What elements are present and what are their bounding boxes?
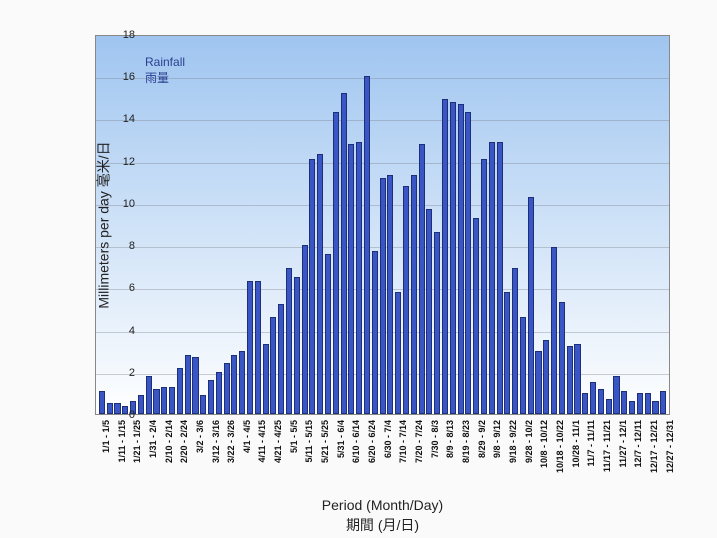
bar (450, 102, 456, 414)
bar (403, 186, 409, 414)
bar (153, 389, 159, 414)
bar (348, 144, 354, 414)
bar (309, 159, 315, 414)
bar (317, 154, 323, 414)
bar (528, 197, 534, 414)
bar (263, 344, 269, 414)
bar (434, 232, 440, 414)
bar (255, 281, 261, 414)
y-axis-title: Millimeters per day 毫米/日 (94, 141, 114, 308)
legend-label-zh: 雨量 (145, 71, 185, 87)
bar (411, 175, 417, 414)
legend-label-en: Rainfall (145, 55, 185, 71)
y-tick-label: 4 (105, 325, 135, 337)
bar (590, 382, 596, 414)
bar (520, 317, 526, 414)
y-tick-label: 16 (105, 71, 135, 83)
bar (543, 340, 549, 414)
bar (629, 401, 635, 414)
x-tick-labels: 1/1 - 1/51/11 - 1/151/21 - 1/251/31 - 2/… (95, 418, 670, 508)
bar (621, 391, 627, 414)
bar (465, 112, 471, 414)
bar (442, 99, 448, 414)
bar (574, 344, 580, 414)
bar (582, 393, 588, 414)
bar (239, 351, 245, 414)
bar (325, 254, 331, 414)
y-tick-label: 2 (105, 367, 135, 379)
bar (481, 159, 487, 414)
bar (606, 399, 612, 414)
y-tick-label: 14 (105, 113, 135, 125)
bar (645, 393, 651, 414)
bar (458, 104, 464, 414)
bar (489, 142, 495, 414)
bar (341, 93, 347, 414)
bar (161, 387, 167, 414)
bars-group (96, 36, 669, 414)
bar (504, 292, 510, 414)
bar (286, 268, 292, 414)
bar (380, 178, 386, 414)
bar (270, 317, 276, 414)
bar (660, 391, 666, 414)
bar (426, 209, 432, 414)
bar (395, 292, 401, 414)
bar (302, 245, 308, 414)
bar (372, 251, 378, 414)
bar (208, 380, 214, 414)
plot-area (95, 35, 670, 415)
bar (473, 218, 479, 414)
bar (559, 302, 565, 414)
bar (387, 175, 393, 414)
bar (231, 355, 237, 414)
bar (551, 247, 557, 414)
bar (497, 142, 503, 414)
legend: Rainfall 雨量 (145, 55, 185, 86)
bar (224, 363, 230, 414)
bar (294, 277, 300, 414)
x-tick-label: 12/27 - 12/31 (665, 420, 675, 473)
bar (138, 395, 144, 414)
bar (652, 401, 658, 414)
bar (535, 351, 541, 414)
bar (512, 268, 518, 414)
bar (356, 142, 362, 414)
bar (567, 346, 573, 414)
bar (216, 372, 222, 414)
bar (200, 395, 206, 414)
bar (613, 376, 619, 414)
bar (185, 355, 191, 414)
bar (247, 281, 253, 414)
bar (169, 387, 175, 414)
bar (364, 76, 370, 414)
x-axis-title-line2: 期間 (月/日) (95, 515, 670, 535)
bar (419, 144, 425, 414)
bar (637, 393, 643, 414)
bar (192, 357, 198, 414)
x-axis-title-line1: Period (Month/Day) (95, 497, 670, 513)
bar (333, 112, 339, 414)
rainfall-bar-chart: 024681012141618 1/1 - 1/51/11 - 1/151/21… (0, 0, 717, 538)
bar (598, 389, 604, 414)
bar (278, 304, 284, 414)
bar (177, 368, 183, 414)
y-tick-label: 18 (105, 29, 135, 41)
bar (146, 376, 152, 414)
